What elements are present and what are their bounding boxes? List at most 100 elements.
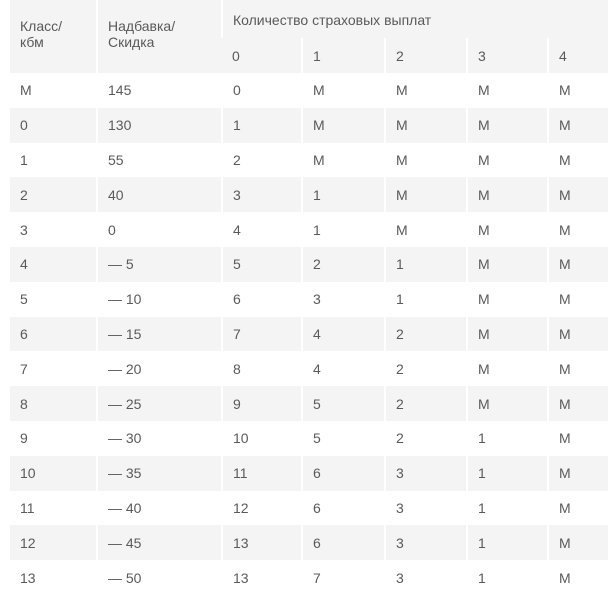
header-cell: Класс/кбм [10, 0, 97, 73]
cell: — 15 [96, 316, 222, 352]
header-cell: Надбавка/Скидка [96, 0, 222, 73]
cell: M [301, 142, 385, 178]
cell: 2 [384, 351, 467, 387]
cell: 7 [20, 360, 28, 377]
table-row: 11 — 40 12 6 3 1 M [10, 490, 608, 526]
cell: 1 [301, 177, 385, 213]
cell: M [547, 281, 608, 317]
table-row: 9 — 30 10 5 2 1 M [10, 420, 608, 456]
cell: 4 [221, 212, 302, 247]
cell: 1 [221, 107, 302, 143]
table-row: 8— 25 9 5 2 M M [10, 386, 608, 421]
header-row: Класс/кбм Надбавка/Скидка Количество стр… [10, 0, 608, 73]
cell: 1 [466, 525, 548, 561]
cell: M [466, 281, 548, 317]
cell: — 20 [96, 351, 222, 387]
cell: 2 [384, 386, 467, 421]
cell: M [384, 73, 467, 108]
cell: 3 [20, 221, 28, 238]
cell: 1 [466, 420, 548, 456]
cell: — 40 [96, 490, 222, 526]
cell: M [466, 386, 548, 421]
cell: 7 [221, 316, 302, 352]
cell: 3 [384, 490, 467, 526]
cell: 145 [96, 73, 222, 108]
cell: M [466, 316, 548, 352]
cell: M [466, 73, 548, 108]
cell: M [547, 177, 608, 213]
cell: 1 [466, 560, 548, 595]
cell: 1 [384, 281, 467, 317]
claims-header: 4 [547, 38, 608, 73]
cell: M [466, 142, 548, 178]
cell: 4 [20, 256, 28, 273]
cell: 0 [20, 117, 28, 134]
cell: 4 [301, 351, 385, 387]
cell: 5 [221, 246, 302, 282]
cell: M [384, 142, 467, 178]
cell: 2 [384, 420, 467, 456]
group-header: Количество страховых выплат [221, 0, 608, 38]
cell: M [384, 212, 467, 247]
cell: 2 [221, 142, 302, 178]
cell: 13 [20, 569, 36, 586]
cell: — 10 [96, 281, 222, 317]
cell: 6 [301, 525, 385, 561]
table-row: 13— 50 13 7 3 1 M [10, 560, 608, 595]
cell: M [466, 177, 548, 213]
cell: — 35 [96, 455, 222, 491]
cell: M [384, 177, 467, 213]
cell: 2 [20, 186, 28, 203]
header-line: Надбавка/ [108, 18, 176, 34]
cell: 5 [301, 386, 385, 421]
cell: 3 [301, 281, 385, 317]
cell: 5 [301, 420, 385, 456]
cell: M [547, 73, 608, 108]
cell: M [547, 351, 608, 387]
cell: 6 [20, 325, 28, 342]
cell: 6 [301, 490, 385, 526]
cell: M [547, 455, 608, 491]
cell: 9 [221, 386, 302, 421]
cell: 11 [20, 499, 35, 516]
cell: — 50 [96, 560, 222, 595]
header-line: Класс/ [20, 18, 62, 34]
cell: 1 [466, 490, 548, 526]
cell: 1 [384, 246, 467, 282]
cell: 12 [221, 490, 302, 526]
header-line: Скидка [108, 34, 155, 50]
table-row: 2 40 3 1 M M M [10, 177, 608, 213]
cell: 8 [20, 395, 28, 412]
cell: M [547, 107, 608, 143]
cell: M [384, 107, 467, 143]
cell: M [301, 73, 385, 108]
cell: M [547, 420, 608, 456]
claims-header: 0 [232, 47, 240, 64]
cell: 1 [20, 151, 28, 168]
table-row: 12 — 45 13 6 3 1 M [10, 525, 608, 561]
cell: 2 [301, 246, 385, 282]
cell: M [547, 212, 608, 247]
cell: M [547, 316, 608, 352]
cell: — 5 [96, 246, 222, 282]
cell: 12 [20, 534, 36, 551]
cell: 8 [221, 351, 302, 387]
table-row: 1 55 2 M M M M [10, 142, 608, 178]
cell: 0 [221, 73, 302, 108]
cell: M [20, 82, 32, 99]
table-row: M 145 0 M M M M [10, 73, 608, 108]
cell: M [547, 246, 608, 282]
claims-header: 2 [384, 38, 467, 73]
cell: M [547, 142, 608, 178]
cell: M [547, 386, 608, 421]
cell: 130 [96, 107, 222, 143]
cell: 1 [301, 212, 385, 247]
cell: 11 [221, 455, 302, 491]
cell: 13 [221, 560, 302, 595]
cell: — 25 [96, 386, 222, 421]
cell: M [466, 351, 548, 387]
